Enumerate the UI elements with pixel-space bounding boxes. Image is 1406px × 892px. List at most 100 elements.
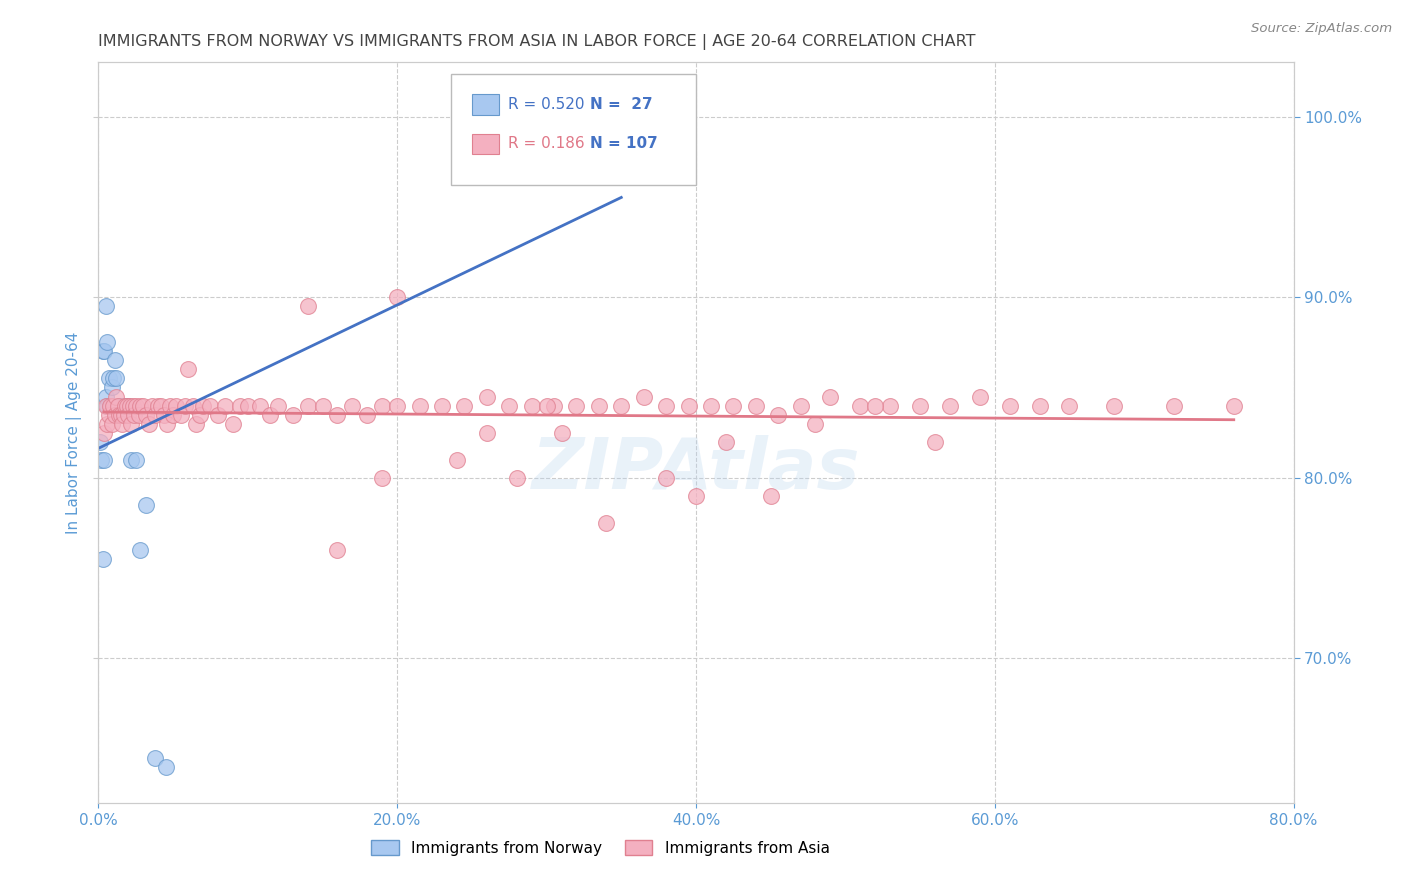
Point bbox=[1104, 399, 1126, 413]
Point bbox=[789, 399, 811, 413]
Point bbox=[879, 399, 901, 413]
Point bbox=[214, 399, 236, 413]
Point bbox=[820, 390, 842, 404]
Point bbox=[101, 380, 124, 394]
Point bbox=[118, 399, 141, 413]
Point bbox=[135, 498, 157, 512]
Point bbox=[766, 408, 789, 422]
Point bbox=[91, 552, 114, 566]
FancyBboxPatch shape bbox=[472, 134, 499, 154]
Point bbox=[998, 399, 1021, 413]
Point bbox=[90, 452, 112, 467]
Point bbox=[112, 408, 135, 422]
Point bbox=[356, 408, 378, 422]
Point bbox=[281, 408, 304, 422]
Point bbox=[475, 425, 498, 440]
Point bbox=[565, 399, 588, 413]
Point bbox=[408, 399, 430, 413]
Point bbox=[165, 399, 187, 413]
Point bbox=[326, 408, 349, 422]
Point bbox=[1059, 399, 1081, 413]
Point bbox=[236, 399, 259, 413]
Point bbox=[311, 399, 333, 413]
Point bbox=[939, 399, 962, 413]
Point bbox=[98, 399, 122, 413]
Point bbox=[249, 399, 271, 413]
Point bbox=[93, 425, 115, 440]
Point bbox=[610, 110, 633, 124]
Point bbox=[685, 489, 707, 503]
Point bbox=[89, 434, 111, 449]
Point bbox=[759, 489, 782, 503]
Point bbox=[104, 408, 127, 422]
Point bbox=[229, 399, 252, 413]
FancyBboxPatch shape bbox=[472, 95, 499, 115]
Point bbox=[108, 399, 131, 413]
Point bbox=[475, 390, 498, 404]
Point bbox=[105, 390, 128, 404]
Point bbox=[159, 399, 181, 413]
Point bbox=[200, 399, 222, 413]
Point bbox=[326, 543, 349, 558]
Point bbox=[96, 399, 118, 413]
Point bbox=[162, 408, 184, 422]
Text: N = 107: N = 107 bbox=[589, 136, 658, 152]
Point bbox=[385, 290, 409, 304]
Point bbox=[520, 399, 543, 413]
Text: ZIPAtlas: ZIPAtlas bbox=[531, 435, 860, 504]
Point bbox=[153, 408, 176, 422]
Point bbox=[371, 471, 394, 485]
Point bbox=[678, 399, 700, 413]
Point bbox=[595, 516, 617, 530]
Point bbox=[103, 399, 125, 413]
Point bbox=[655, 471, 678, 485]
Point bbox=[143, 750, 166, 764]
FancyBboxPatch shape bbox=[451, 73, 696, 185]
Point bbox=[297, 299, 319, 313]
Point bbox=[105, 371, 128, 385]
Point bbox=[94, 390, 117, 404]
Point bbox=[1223, 399, 1246, 413]
Point bbox=[700, 399, 723, 413]
Point bbox=[184, 417, 207, 431]
Point bbox=[108, 408, 131, 422]
Point bbox=[91, 344, 114, 359]
Legend: Immigrants from Norway, Immigrants from Asia: Immigrants from Norway, Immigrants from … bbox=[366, 834, 835, 862]
Point bbox=[143, 408, 166, 422]
Point bbox=[207, 408, 229, 422]
Text: Source: ZipAtlas.com: Source: ZipAtlas.com bbox=[1251, 22, 1392, 36]
Point bbox=[128, 408, 150, 422]
Point bbox=[191, 399, 214, 413]
Point bbox=[188, 408, 211, 422]
Text: N =  27: N = 27 bbox=[589, 97, 652, 112]
Point bbox=[655, 399, 678, 413]
Point bbox=[297, 399, 319, 413]
Point bbox=[536, 399, 558, 413]
Point bbox=[129, 543, 152, 558]
Point bbox=[124, 408, 146, 422]
Point bbox=[174, 399, 197, 413]
Point bbox=[865, 399, 887, 413]
Point bbox=[156, 417, 179, 431]
Point bbox=[446, 452, 468, 467]
Point bbox=[98, 399, 122, 413]
Point bbox=[385, 399, 409, 413]
Point bbox=[125, 399, 148, 413]
Point bbox=[125, 452, 148, 467]
Point bbox=[267, 399, 290, 413]
Point bbox=[101, 417, 124, 431]
Text: IMMIGRANTS FROM NORWAY VS IMMIGRANTS FROM ASIA IN LABOR FORCE | AGE 20-64 CORREL: IMMIGRANTS FROM NORWAY VS IMMIGRANTS FRO… bbox=[98, 34, 976, 50]
Point bbox=[150, 399, 173, 413]
Point bbox=[430, 399, 453, 413]
Point bbox=[135, 408, 157, 422]
Point bbox=[104, 353, 127, 368]
Point bbox=[342, 399, 364, 413]
Point bbox=[96, 417, 118, 431]
Text: R = 0.186: R = 0.186 bbox=[509, 136, 585, 152]
Point bbox=[117, 399, 139, 413]
Point bbox=[129, 399, 152, 413]
Point bbox=[550, 425, 572, 440]
Point bbox=[114, 399, 136, 413]
Point bbox=[259, 408, 281, 422]
Point bbox=[371, 399, 394, 413]
